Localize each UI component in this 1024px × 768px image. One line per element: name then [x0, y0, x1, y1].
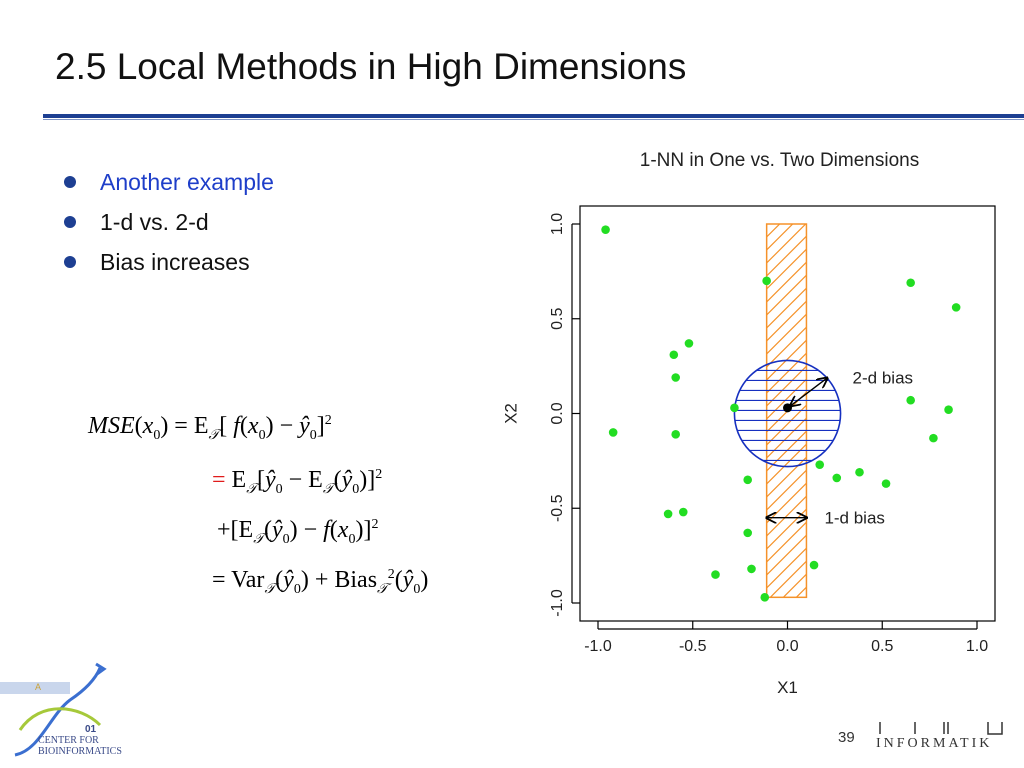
bullet-text: 1-d vs. 2-d [100, 202, 209, 242]
chart-title: 1-NN in One vs. Two Dimensions [640, 150, 919, 171]
data-point [810, 561, 819, 570]
data-point [743, 476, 752, 485]
scatter-chart: 1-NN in One vs. Two Dimensions 2-d bias 1-… [490, 140, 1010, 720]
svg-text:A: A [35, 682, 41, 692]
bullet-item: Bias increases [64, 242, 274, 282]
data-point [685, 339, 694, 348]
data-point [944, 405, 953, 414]
hatch-line [767, 600, 807, 640]
title-rule-thin [43, 119, 1024, 120]
hatch-line [767, 418, 807, 458]
band-hatching [767, 184, 807, 666]
hatch-line [767, 561, 807, 601]
equation-line-4: = Var𝒯(ŷ0) + Bias𝒯2(ŷ0) [212, 567, 428, 598]
data-point [747, 565, 756, 574]
data-point [762, 277, 771, 286]
x-tick-label: 0.5 [871, 638, 893, 655]
x-axis-label: X1 [777, 678, 798, 697]
equation-line-2: = E𝒯[ŷ0 − E𝒯(ŷ0)]2 [212, 467, 382, 498]
hatch-line [767, 275, 807, 315]
center-for-bioinformatics-text: CENTER FOR BIOINFORMATICS [38, 735, 122, 757]
x-tick-label: 1.0 [966, 638, 988, 655]
bullet-list: Another example 1-d vs. 2-d Bias increas… [64, 162, 274, 282]
bullet-dot-icon [64, 256, 76, 268]
hatch-line [767, 249, 807, 289]
data-point [609, 428, 618, 437]
data-point [855, 468, 864, 477]
slide-title: 2.5 Local Methods in High Dimensions [55, 46, 686, 88]
two-d-bias-arrow [791, 378, 828, 406]
data-point [671, 430, 680, 439]
equation-line-1: MSE(x0) = E𝒯[ f(x0) − ŷ0]2 [88, 413, 332, 444]
hatch-line [767, 262, 807, 302]
data-point [679, 508, 688, 517]
hatch-line [767, 301, 807, 341]
data-point [906, 278, 915, 287]
hatch-line [767, 509, 807, 549]
equation-line-3: +[E𝒯(ŷ0) − f(x0)]2 [217, 517, 378, 548]
data-point [664, 510, 673, 519]
hatch-line [767, 457, 807, 497]
hatch-line [767, 210, 807, 250]
hatch-line [767, 522, 807, 562]
hatch-line [767, 197, 807, 237]
title-rule [43, 114, 1024, 118]
y-tick-label: 1.0 [549, 213, 566, 235]
x-tick-label: -1.0 [584, 638, 612, 655]
hatch-line [767, 288, 807, 328]
data-point [711, 570, 720, 579]
data-point [929, 434, 938, 443]
bullet-item: Another example [64, 162, 274, 202]
data-point [882, 479, 891, 488]
data-point [743, 529, 752, 538]
hatch-line [767, 496, 807, 536]
data-point [601, 225, 610, 234]
bullet-dot-icon [64, 216, 76, 228]
one-d-bias-label: 1-d bias [824, 509, 884, 528]
svg-text:01: 01 [85, 724, 97, 735]
x-tick-label: -0.5 [679, 638, 707, 655]
y-tick-label: 0.0 [549, 402, 566, 424]
x-tick-label: 0.0 [776, 638, 798, 655]
bullet-item: 1-d vs. 2-d [64, 202, 274, 242]
target-point [783, 403, 792, 412]
hatch-line [767, 236, 807, 276]
y-tick-label: -1.0 [549, 589, 566, 617]
data-point [670, 350, 679, 359]
page-number: 39 [838, 729, 855, 746]
data-point [760, 593, 769, 602]
hatch-line [767, 314, 807, 354]
logo-line-2: BIOINFORMATICS [38, 746, 122, 757]
hatch-line [767, 223, 807, 263]
data-point [832, 474, 841, 483]
hatch-line [767, 548, 807, 588]
informatik-text: INFORMATIK [876, 736, 992, 752]
hatch-line [767, 470, 807, 510]
hatch-line [767, 574, 807, 614]
data-point [730, 404, 739, 413]
data-point [815, 460, 824, 469]
hatch-line [767, 535, 807, 575]
hatch-line [767, 184, 807, 224]
y-tick-label: -0.5 [549, 494, 566, 522]
hatch-line [767, 353, 807, 393]
data-point [952, 303, 961, 312]
y-tick-label: 0.5 [549, 308, 566, 330]
bullet-text: Bias increases [100, 242, 250, 282]
data-point [671, 373, 680, 382]
bullet-dot-icon [64, 176, 76, 188]
data-point [906, 396, 915, 405]
y-axis-label: X2 [501, 403, 520, 424]
logo-line-1: CENTER FOR [38, 735, 122, 746]
two-d-bias-label: 2-d bias [853, 369, 913, 388]
bullet-text: Another example [100, 162, 274, 202]
